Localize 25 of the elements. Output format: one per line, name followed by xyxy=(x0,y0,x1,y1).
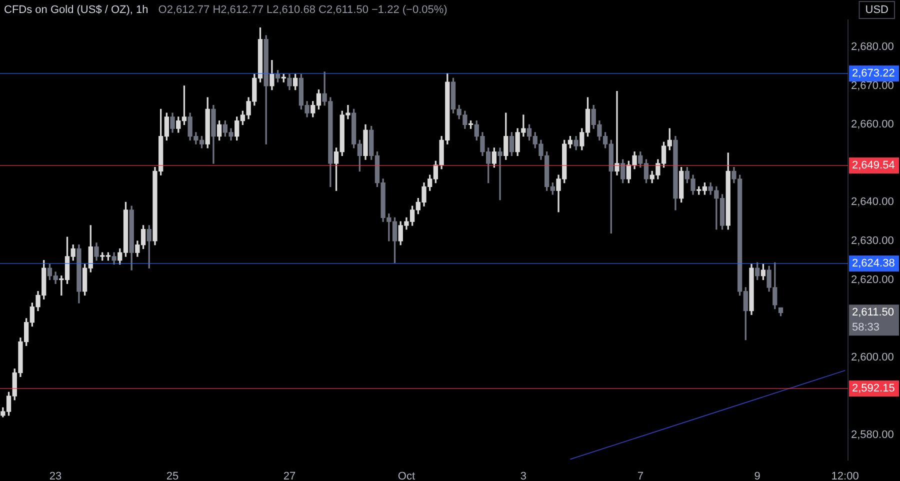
ref-line-label: 2,673.22 xyxy=(852,68,895,80)
ref-line-label: 2,649.54 xyxy=(852,160,895,172)
y-tick-label: 2,680.00 xyxy=(851,41,894,54)
y-axis-title: USD xyxy=(865,4,889,16)
y-tick-label: 2,630.00 xyxy=(851,235,894,247)
y-tick-label: 2,660.00 xyxy=(851,118,894,131)
y-tick-label: 2,670.00 xyxy=(851,80,894,92)
text: 2,611.50 xyxy=(852,306,894,319)
x-tick-label: 12:00 xyxy=(831,470,859,481)
text: O2,612.77 H2,612.77 L2,610.68 C2,611.50 −1.22 (−0.05%) xyxy=(158,4,448,16)
x-tick-label: 27 xyxy=(283,470,296,481)
text: 58:33 xyxy=(852,322,880,334)
y-tick-label: 2,580.00 xyxy=(851,428,894,441)
x-tick-label: 7 xyxy=(637,470,644,481)
x-tick-label: 23 xyxy=(49,470,62,481)
ref-line-label: 2,624.38 xyxy=(852,258,895,270)
x-tick-label: 3 xyxy=(520,470,526,481)
ref-line-label: 2,592.15 xyxy=(852,382,895,395)
x-tick-label: 9 xyxy=(754,470,760,481)
y-tick-label: 2,600.00 xyxy=(851,351,894,364)
x-tick-label: 25 xyxy=(166,470,179,481)
y-tick-label: 2,640.00 xyxy=(851,196,894,208)
y-tick-label: 2,620.00 xyxy=(851,274,894,286)
chart-title: CFDs on Gold (US$ / OZ), 1h xyxy=(4,4,148,16)
x-tick-label: Oct xyxy=(398,470,416,481)
